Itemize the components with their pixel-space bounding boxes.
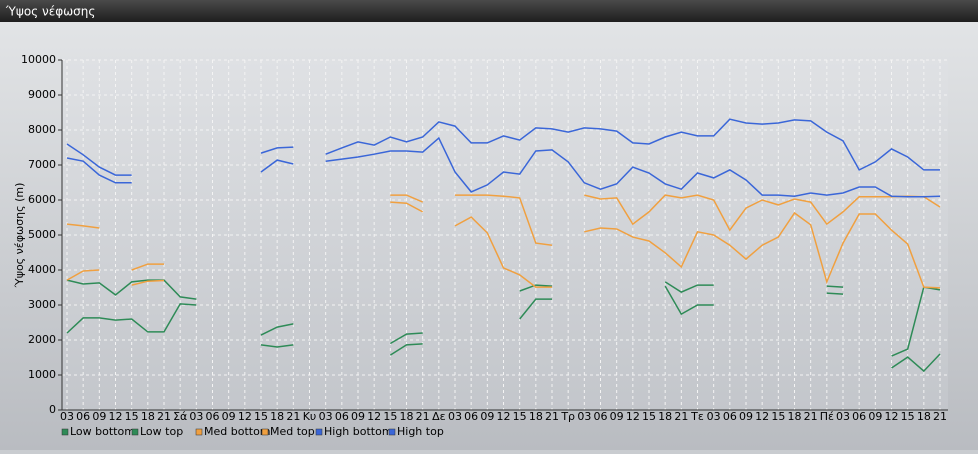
legend-swatch [388, 428, 396, 436]
legend-label: High bottom [324, 425, 393, 438]
x-tick-label: 12 [885, 410, 899, 423]
legend-label: Med top [270, 425, 315, 438]
x-tick-label: 21 [804, 410, 818, 423]
x-tick-label: 06 [335, 410, 349, 423]
x-tick-label: 03 [189, 410, 203, 423]
y-axis-label: Ύψος νέφωσης (m) [13, 183, 26, 289]
x-tick-label: 09 [610, 410, 624, 423]
title-bar [0, 0, 978, 22]
x-tick-label: 03 [707, 410, 721, 423]
chart-title: Ύψος νέφωσης [5, 5, 95, 19]
legend-swatch [195, 428, 203, 436]
x-tick-label: 15 [901, 410, 915, 423]
x-tick-label: 18 [270, 410, 284, 423]
x-tick-label: 12 [238, 410, 252, 423]
x-tick-label: 21 [674, 410, 688, 423]
x-tick-label: 03 [60, 410, 74, 423]
x-tick-label: 06 [852, 410, 866, 423]
x-tick-label: 15 [642, 410, 656, 423]
x-tick-label: 21 [416, 410, 430, 423]
x-tick-label: 09 [868, 410, 882, 423]
x-tick-label: 12 [755, 410, 769, 423]
x-tick-label: 12 [497, 410, 511, 423]
x-tick-label: 09 [351, 410, 365, 423]
x-tick-label: 06 [723, 410, 737, 423]
x-tick-label: 18 [788, 410, 802, 423]
y-tick-label: 2000 [28, 333, 56, 346]
y-tick-label: 8000 [28, 123, 56, 136]
x-tick-label: 21 [545, 410, 559, 423]
legend-label: High top [397, 425, 444, 438]
x-tick-label: 03 [836, 410, 850, 423]
x-tick-label: 03 [319, 410, 333, 423]
x-tick-label: Πέ [820, 410, 834, 423]
x-tick-label: 03 [448, 410, 462, 423]
x-tick-label: 09 [739, 410, 753, 423]
series-line [66, 279, 941, 357]
x-tick-label: 15 [125, 410, 139, 423]
y-tick-label: 3000 [28, 298, 56, 311]
y-tick-label: 5000 [28, 228, 56, 241]
x-tick-label: 12 [367, 410, 381, 423]
legend-label: Low bottom [70, 425, 135, 438]
x-tick-label: 21 [286, 410, 300, 423]
x-tick-label: 18 [917, 410, 931, 423]
legend-swatch [131, 428, 139, 436]
legend-swatch [261, 428, 269, 436]
x-tick-label: Δε [432, 410, 446, 423]
x-tick-label: 03 [577, 410, 591, 423]
x-tick-label: Κυ [303, 410, 317, 423]
y-tick-label: 9000 [28, 88, 56, 101]
legend-label: Med bottom [204, 425, 271, 438]
legend-label: Low top [140, 425, 183, 438]
x-tick-label: 21 [157, 410, 171, 423]
y-tick-label: 7000 [28, 158, 56, 171]
x-tick-label: 18 [400, 410, 414, 423]
x-tick-label: 18 [658, 410, 672, 423]
x-tick-label: 06 [594, 410, 608, 423]
legend-swatch [61, 428, 69, 436]
series-line [66, 285, 941, 373]
x-tick-label: 12 [626, 410, 640, 423]
x-tick-label: Τρ [560, 410, 575, 423]
y-tick-label: 6000 [28, 193, 56, 206]
y-tick-label: 1000 [28, 368, 56, 381]
x-tick-label: 15 [513, 410, 527, 423]
x-tick-label: 15 [771, 410, 785, 423]
x-tick-label: 21 [933, 410, 947, 423]
x-tick-label: 09 [92, 410, 106, 423]
x-tick-label: 09 [480, 410, 494, 423]
legend-swatch [315, 428, 323, 436]
y-tick-label: 10000 [21, 53, 56, 66]
y-tick-label: 0 [49, 403, 56, 416]
x-tick-label: 18 [529, 410, 543, 423]
x-tick-label: 15 [383, 410, 397, 423]
x-tick-label: 12 [109, 410, 123, 423]
x-tick-label: 06 [464, 410, 478, 423]
series-line [66, 118, 940, 176]
series-line [66, 194, 941, 271]
x-tick-label: 09 [222, 410, 236, 423]
series-line [66, 201, 941, 289]
x-tick-label: Σά [173, 410, 187, 423]
x-tick-label: Τε [690, 410, 704, 423]
x-tick-label: 06 [76, 410, 90, 423]
x-tick-label: 18 [141, 410, 155, 423]
y-tick-label: 4000 [28, 263, 56, 276]
series-line [66, 136, 941, 198]
x-tick-label: 15 [254, 410, 268, 423]
x-tick-label: 06 [206, 410, 220, 423]
